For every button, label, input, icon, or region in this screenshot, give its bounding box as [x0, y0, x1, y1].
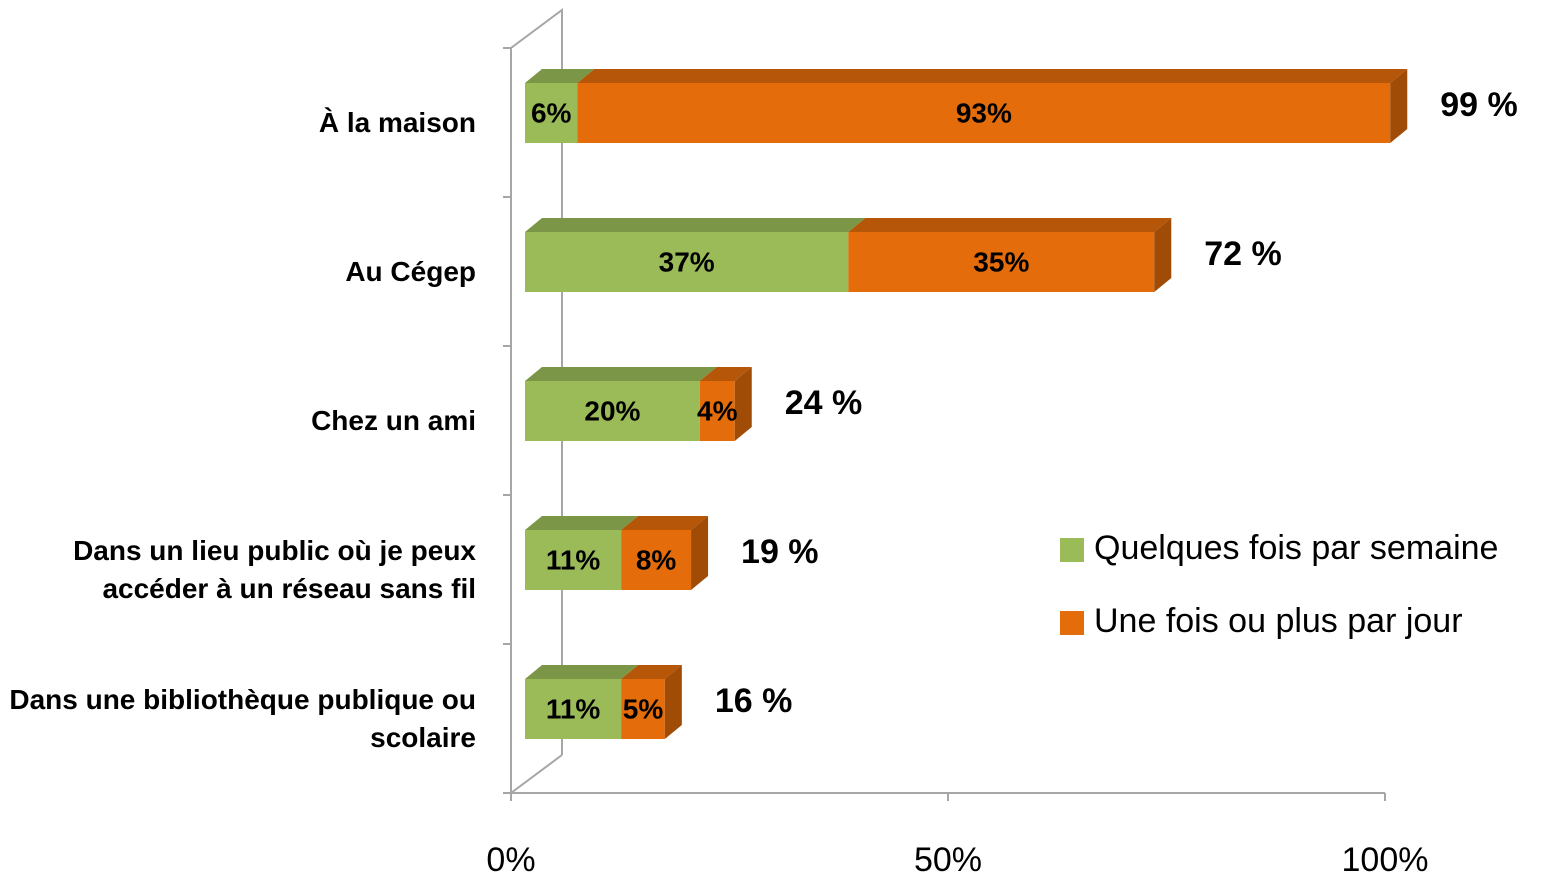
value-label: 11% [546, 544, 601, 575]
bar-top [525, 665, 639, 679]
bar-top [848, 218, 1172, 232]
bar-top [525, 69, 595, 83]
bar-side [734, 367, 752, 441]
value-label: 37% [659, 246, 715, 277]
bar [525, 232, 849, 292]
bar-side [691, 516, 709, 590]
value-label: 35% [973, 246, 1029, 277]
bar-top [621, 516, 709, 530]
x-tick-label: 50% [914, 841, 982, 879]
bar-top [577, 69, 1408, 83]
category-label: Chez un ami [311, 405, 476, 436]
bar-top [525, 367, 717, 381]
bar [848, 232, 1155, 292]
bar [525, 530, 622, 590]
bar-top [621, 665, 682, 679]
value-label: 6% [531, 97, 572, 128]
category-label: À la maison [318, 107, 476, 138]
bar-top [525, 218, 866, 232]
value-label: 4% [697, 395, 738, 426]
legend-label: Quelques fois par semaine [1094, 529, 1498, 567]
category-label: Au Cégep [345, 256, 476, 287]
total-label: 72 % [1204, 235, 1282, 273]
axis-frame [510, 754, 563, 794]
total-label: 19 % [741, 533, 819, 571]
bar [577, 83, 1391, 143]
value-label: 8% [636, 544, 677, 575]
bar [621, 530, 692, 590]
category-label: Dans une bibliothèque publique ou scolai… [9, 684, 476, 753]
bar-top [699, 367, 752, 381]
bar-side [664, 665, 682, 739]
bar-top [525, 516, 639, 530]
bar [621, 679, 665, 739]
legend-label: Une fois ou plus par jour [1094, 602, 1463, 640]
bar [525, 83, 578, 143]
bar [525, 679, 622, 739]
bar [699, 381, 735, 441]
value-label: 11% [546, 693, 601, 724]
bar-side [1390, 69, 1408, 143]
total-label: 99 % [1440, 86, 1518, 124]
total-label: 24 % [785, 384, 863, 422]
x-tick-label: 100% [1342, 841, 1429, 879]
x-tick-label: 0% [486, 841, 535, 879]
legend-swatch [1060, 611, 1084, 635]
value-label: 20% [584, 395, 640, 426]
value-label: 93% [956, 97, 1012, 128]
bar [525, 381, 700, 441]
total-label: 16 % [715, 682, 793, 720]
bar-side [1154, 218, 1172, 292]
legend-swatch [1060, 538, 1084, 562]
value-label: 5% [623, 693, 664, 724]
category-label: Dans un lieu public où je peux accéder à… [73, 535, 476, 604]
